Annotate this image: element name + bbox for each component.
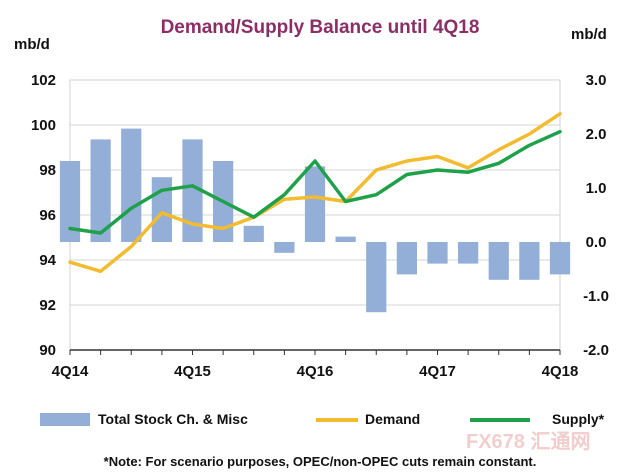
right-y-tick-label: -1.0 [583, 288, 609, 305]
bar-series-total-stock [59, 128, 571, 313]
left-y-axis-ticks: 90 92 94 96 98 100 102 [31, 72, 57, 359]
bar-4Q17 [427, 242, 448, 264]
line-supply [68, 129, 562, 235]
legend-label-stock: Total Stock Ch. & Misc [98, 411, 248, 427]
left-y-tick-label: 92 [39, 297, 56, 314]
chart-title: Demand/Supply Balance until 4Q18 [161, 17, 480, 38]
bar-4Q14 [59, 161, 81, 242]
legend: Total Stock Ch. & Misc Demand Supply* [40, 411, 605, 427]
right-axis-unit: mb/d [571, 26, 607, 43]
bar-3Q18 [519, 242, 540, 280]
bar-4Q15 [182, 139, 203, 242]
x-axis-ticks: 4Q14 4Q15 4Q16 4Q17 4Q18 [52, 350, 579, 380]
bar-3Q16 [274, 242, 295, 253]
bar-2Q18 [488, 242, 509, 280]
left-y-tick-label: 94 [39, 252, 56, 269]
right-y-tick-label: 3.0 [586, 72, 607, 89]
left-y-tick-label: 100 [31, 117, 56, 134]
bar-1Q15 [90, 139, 111, 242]
bar-4Q18 [549, 242, 571, 275]
left-y-tick-label: 98 [39, 162, 56, 179]
left-axis-unit: mb/d [14, 36, 50, 53]
legend-label-supply: Supply* [552, 411, 605, 427]
left-y-tick-label: 102 [31, 72, 56, 89]
right-y-tick-label: 0.0 [586, 234, 607, 251]
right-y-tick-label: -2.0 [583, 342, 609, 359]
x-tick-label: 4Q18 [542, 363, 579, 380]
left-y-tick-label: 96 [39, 207, 56, 224]
x-tick-label: 4Q14 [52, 363, 89, 380]
legend-label-demand: Demand [365, 411, 420, 427]
line-series [68, 112, 562, 274]
bar-3Q15 [151, 177, 172, 242]
legend-swatch-stock [40, 413, 90, 426]
right-y-tick-label: 2.0 [586, 126, 607, 143]
line-demand [68, 112, 562, 274]
right-y-tick-label: 1.0 [586, 180, 607, 197]
bar-1Q18 [458, 242, 479, 264]
chart-note: *Note: For scenario purposes, OPEC/non-O… [104, 454, 537, 469]
bar-4Q16 [304, 166, 326, 242]
bar-2Q15 [121, 128, 142, 242]
watermark-logo: FX678 汇通网 [466, 430, 590, 453]
bar-1Q17 [335, 236, 356, 242]
bar-2Q16 [243, 225, 264, 242]
right-y-axis-ticks: -2.0 -1.0 0.0 1.0 2.0 3.0 [583, 72, 609, 359]
bar-2Q17 [366, 242, 387, 313]
x-tick-label: 4Q17 [419, 363, 456, 380]
x-tick-label: 4Q15 [174, 363, 211, 380]
x-tick-label: 4Q16 [297, 363, 334, 380]
bar-3Q17 [396, 242, 417, 275]
left-y-tick-label: 90 [39, 342, 56, 359]
